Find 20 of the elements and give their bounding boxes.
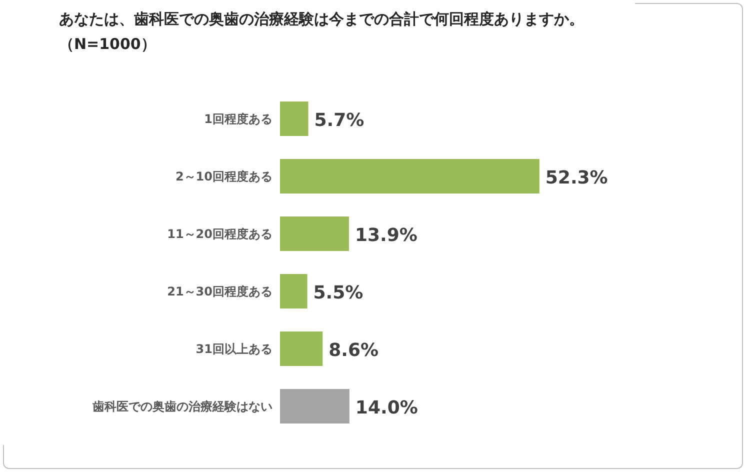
y-tick-label: 1回程度ある [204, 112, 272, 126]
data-label: 13.9% [354, 224, 418, 246]
bar [280, 159, 540, 194]
y-tick-label: 11～20回程度ある [167, 226, 272, 241]
data-label: 5.5% [313, 282, 364, 304]
chart-title: あなたは、歯科医での奥歯の治療経験は今までの合計で何回程度ありますか。 [59, 10, 584, 28]
data-label: 5.7% [314, 110, 364, 131]
y-tick-label: 21～30回程度ある [167, 284, 272, 298]
y-tick-label: 31回以上ある [196, 342, 272, 356]
bar [280, 102, 308, 136]
text: （N=1000） [59, 35, 156, 53]
y-tick-label: 2～10回程度ある [175, 169, 272, 184]
bar [280, 274, 308, 308]
data-label: 14.0% [355, 397, 418, 418]
y-tick-label: 歯科医での奥歯の治療経験はない [92, 399, 272, 414]
data-label: 8.6% [328, 340, 379, 361]
bar [280, 389, 350, 424]
bar [280, 332, 323, 366]
data-label: 52.3% [545, 167, 608, 188]
bar [280, 216, 349, 251]
